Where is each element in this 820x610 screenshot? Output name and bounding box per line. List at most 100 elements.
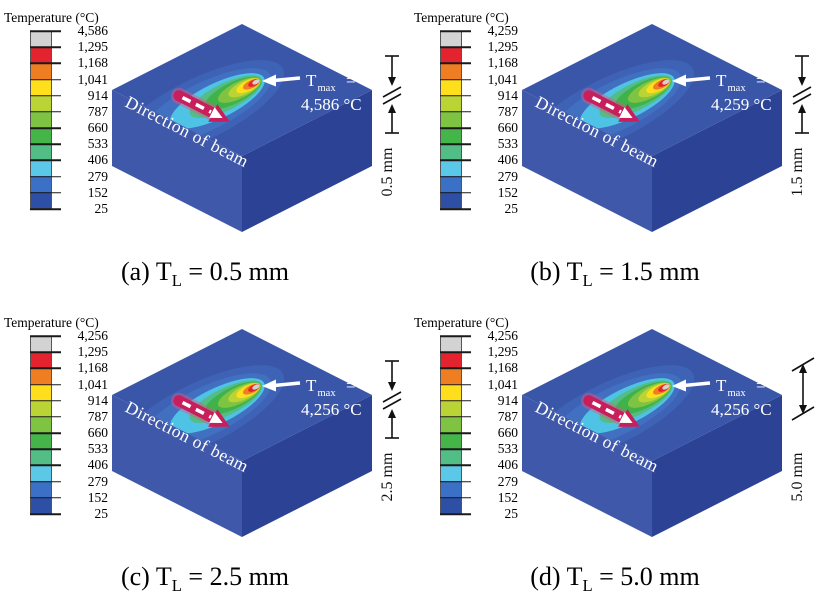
block-right-face bbox=[242, 395, 372, 537]
legend-band bbox=[441, 160, 461, 176]
panel-row-1: Temperature (°C) 4,586 1,295 1,168 1,041 914… bbox=[0, 0, 820, 238]
legend-tick-label: 279 bbox=[497, 473, 518, 489]
legend-band bbox=[441, 481, 461, 497]
panel-row-2: Temperature (°C) 4,256 1,295 1,168 1,041 914… bbox=[0, 305, 820, 543]
temperature-legend: Temperature (°C) 4,256 1,295 1,168 1,041 914… bbox=[410, 313, 518, 543]
tmax-subscript: max bbox=[728, 388, 747, 399]
tmax-value: 4,256 °C bbox=[711, 400, 772, 419]
legend-band bbox=[441, 337, 461, 353]
caption-text: (c) T bbox=[120, 561, 172, 591]
legend-tick-label: 25 bbox=[504, 506, 519, 521]
tmax-value: 4,586 °C bbox=[301, 95, 362, 114]
legend-tick-label: 1,041 bbox=[487, 71, 518, 87]
legend-band bbox=[441, 176, 461, 192]
thickness-label: 2.5 mm bbox=[379, 452, 396, 501]
legend-body: 4,256 1,295 1,168 1,041 914 787 660 533 406 279 15… bbox=[30, 328, 108, 521]
thickness-dimension bbox=[382, 360, 402, 439]
contour-band bbox=[662, 384, 670, 390]
legend-tick-label: 4,256 bbox=[487, 328, 518, 343]
legend-tick-label: 660 bbox=[87, 120, 108, 136]
legend-tick-label: 406 bbox=[497, 152, 518, 168]
legend-labels: 4,259 1,295 1,168 1,041 914 787 660 533 406 279 15… bbox=[471, 23, 518, 216]
legend-tick-label: 1,295 bbox=[487, 344, 518, 360]
legend-tick-label: 1,041 bbox=[77, 376, 108, 392]
tmax-equals: = bbox=[756, 71, 766, 90]
legend-band bbox=[31, 64, 51, 80]
legend-color-bar bbox=[30, 31, 52, 209]
legend-tick-label: 279 bbox=[87, 473, 108, 489]
legend-band bbox=[441, 417, 461, 433]
legend-band bbox=[31, 192, 51, 208]
legend-band bbox=[31, 385, 51, 401]
tmax-symbol: T bbox=[306, 376, 317, 395]
legend-tick-label: 1,295 bbox=[77, 344, 108, 360]
legend-band bbox=[441, 497, 461, 513]
legend-band bbox=[441, 433, 461, 449]
legend-tick-label: 1,168 bbox=[487, 360, 518, 376]
legend-band bbox=[31, 144, 51, 160]
caption-text: (b) T bbox=[530, 256, 583, 286]
legend-color-bar bbox=[440, 336, 462, 514]
panel-caption-d: (d) TL = 5.0 mm bbox=[410, 561, 820, 594]
legend-tick-label: 1,041 bbox=[487, 376, 518, 392]
tmax-equals: = bbox=[756, 376, 766, 395]
legend-tick-label: 787 bbox=[497, 103, 518, 119]
legend-title: Temperature (°C) bbox=[4, 315, 99, 330]
legend-band bbox=[31, 96, 51, 112]
thickness-dimension bbox=[792, 55, 812, 134]
legend-band bbox=[31, 80, 51, 96]
legend-tick-label: 914 bbox=[497, 392, 518, 408]
legend-band bbox=[441, 401, 461, 417]
beam-direction-arrow bbox=[580, 87, 640, 122]
legend-band bbox=[31, 465, 51, 481]
legend-tick-label: 279 bbox=[87, 168, 108, 184]
legend-band bbox=[31, 128, 51, 144]
legend-labels: 4,256 1,295 1,168 1,041 914 787 660 533 406 279 15… bbox=[471, 328, 518, 521]
beam-direction-arrow bbox=[580, 392, 640, 427]
caption-text: = 1.5 mm bbox=[592, 256, 700, 286]
block-right-face bbox=[652, 90, 782, 232]
legend-tick-label: 1,168 bbox=[77, 360, 108, 376]
tmax-symbol: T bbox=[716, 376, 727, 395]
legend-tick-label: 660 bbox=[87, 425, 108, 441]
legend-band bbox=[31, 32, 51, 48]
legend-tick-label: 914 bbox=[87, 87, 108, 103]
tmax-subscript: max bbox=[318, 83, 337, 94]
legend-band bbox=[441, 32, 461, 48]
legend-band bbox=[441, 449, 461, 465]
legend-tick-label: 152 bbox=[87, 489, 108, 505]
beam-direction-arrow bbox=[170, 392, 230, 427]
caption-text: (d) T bbox=[530, 561, 583, 591]
tmax-symbol: T bbox=[716, 71, 727, 90]
legend-tick-label: 1,295 bbox=[77, 39, 108, 55]
legend-band bbox=[31, 160, 51, 176]
legend-tick-label: 787 bbox=[87, 408, 108, 424]
legend-band bbox=[31, 433, 51, 449]
legend-band bbox=[441, 353, 461, 369]
caption-subscript: L bbox=[171, 270, 182, 290]
tmax-subscript: max bbox=[728, 83, 747, 94]
tmax-equals: = bbox=[346, 71, 356, 90]
legend-tick-label: 25 bbox=[504, 201, 519, 216]
caption-row-1: (a) TL = 0.5 mm (b) T L = 1.5 mm bbox=[0, 238, 820, 305]
tmax-annotation: T max = 4,256 °C bbox=[262, 376, 362, 419]
tmax-annotation: T max = 4,586 °C bbox=[262, 71, 362, 114]
legend-tick-label: 787 bbox=[497, 408, 518, 424]
legend-tick-label: 533 bbox=[87, 441, 108, 457]
legend-labels: 4,256 1,295 1,168 1,041 914 787 660 533 406 279 15… bbox=[61, 328, 108, 521]
thickness-label: 1.5 mm bbox=[789, 147, 806, 196]
panel-caption-a: (a) TL = 0.5 mm bbox=[0, 257, 410, 290]
tmax-annotation: T max = 4,259 °C bbox=[672, 71, 772, 114]
legend-body: 4,586 1,295 1,168 1,041 914 787 660 533 406 279 15… bbox=[30, 23, 108, 216]
thickness-label: 0.5 mm bbox=[379, 147, 396, 196]
panel-d: Temperature (°C) 4,256 1,295 1,168 1,041 914… bbox=[410, 305, 820, 543]
block-right-face bbox=[242, 90, 372, 232]
legend-body: 4,256 1,295 1,168 1,041 914 787 660 533 406 279 15… bbox=[440, 328, 518, 521]
legend-tick-label: 1,168 bbox=[487, 55, 518, 71]
legend-tick-label: 25 bbox=[94, 506, 109, 521]
legend-tick-label: 279 bbox=[497, 168, 518, 184]
panel-c: Temperature (°C) 4,256 1,295 1,168 1,041 914… bbox=[0, 305, 410, 543]
legend-tick-label: 1,168 bbox=[77, 55, 108, 71]
legend-tick-label: 4,256 bbox=[77, 328, 108, 343]
